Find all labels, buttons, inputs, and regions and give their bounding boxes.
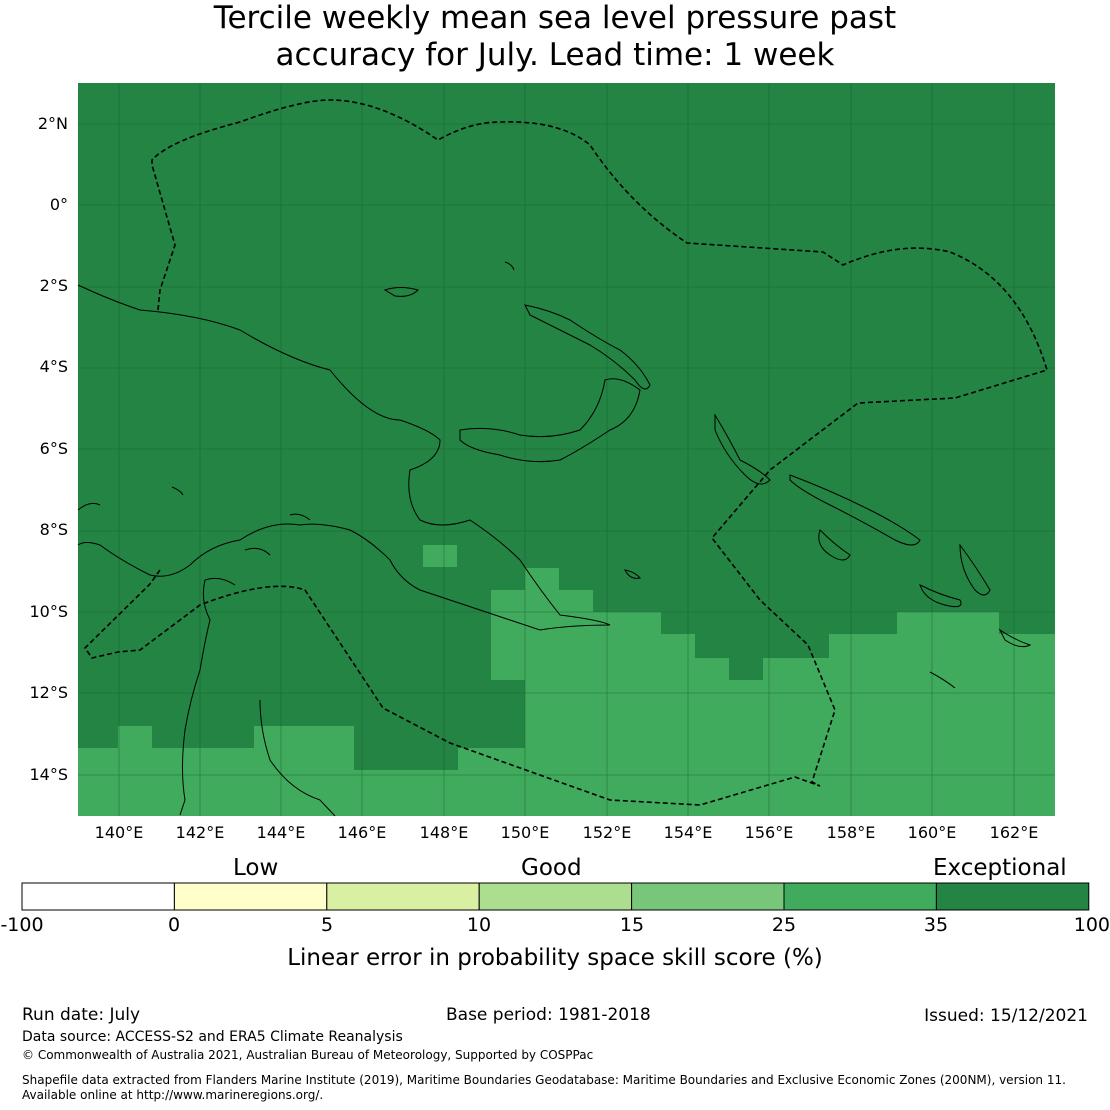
colorbar-category-exceptional: Exceptional	[933, 855, 1067, 881]
new-britain-coast	[459, 378, 641, 463]
shapefile-credit: Shapefile data extracted from Flanders M…	[22, 1073, 1066, 1087]
region-exceptional-patch-2	[152, 726, 186, 748]
colorbar-bin	[783, 882, 937, 911]
data-source: Data source: ACCESS-S2 and ERA5 Climate …	[22, 1029, 403, 1045]
lon-label: 140°E	[94, 823, 144, 842]
title-line-1: Tercile weekly mean sea level pressure p…	[213, 0, 897, 36]
title-line-2: accuracy for July. Lead time: 1 week	[275, 37, 835, 73]
solomon-islands-3	[959, 543, 991, 596]
base-period: Base period: 1981-2018	[446, 1005, 651, 1025]
colorbar-tick: 10	[466, 914, 492, 936]
colorbar-bin	[478, 882, 633, 911]
run-date: Run date: July	[22, 1005, 141, 1025]
colorbar-bin	[21, 882, 175, 911]
lon-label: 158°E	[826, 823, 876, 842]
colorbar-bin	[935, 882, 1090, 911]
colorbar-tick: -100	[0, 914, 44, 936]
lon-label: 160°E	[907, 823, 957, 842]
lon-label: 148°E	[419, 823, 469, 842]
lat-label: 12°S	[29, 683, 68, 702]
colorbar-bin	[326, 882, 480, 911]
solomon-islands-2	[818, 529, 851, 561]
region-25-35-patch	[423, 545, 457, 567]
region-25-35	[78, 568, 1055, 816]
bougainville-coast	[714, 413, 771, 485]
new-guinea-coast	[77, 284, 611, 631]
map-area	[21, 83, 1090, 911]
colorbar-tick: 25	[771, 914, 797, 936]
new-ireland-coast	[524, 304, 651, 390]
copyright: © Commonwealth of Australia 2021, Austra…	[22, 1048, 594, 1062]
solomon-islands-1	[789, 474, 921, 546]
region-exceptional-patch	[220, 726, 254, 748]
lat-label: 10°S	[29, 602, 68, 621]
colorbar-tick: 15	[619, 914, 645, 936]
lon-label: 142°E	[175, 823, 225, 842]
lon-label: 146°E	[337, 823, 387, 842]
lon-label: 162°E	[989, 823, 1039, 842]
cape-york-coast	[179, 579, 336, 817]
colorbar-tick: 100	[1073, 914, 1110, 936]
colorbar-bin	[631, 882, 785, 911]
colorbar-tick: 5	[320, 914, 334, 936]
lat-label: 8°S	[39, 520, 68, 539]
solomon-islands-4	[919, 584, 962, 608]
lat-label: 4°S	[39, 357, 68, 376]
colorbar-tick: 35	[923, 914, 949, 936]
lat-label: 2°S	[39, 276, 68, 295]
lat-label: 6°S	[39, 439, 68, 458]
colorbar-bar	[21, 882, 1090, 911]
coastlines	[77, 261, 1032, 817]
lon-label: 152°E	[582, 823, 632, 842]
solomon-islands-5	[998, 628, 1032, 648]
colorbar-tick: 0	[167, 914, 181, 936]
lon-label: 156°E	[744, 823, 794, 842]
shapefile-url: Available online at http://www.marinereg…	[22, 1088, 324, 1102]
colorbar-bin	[173, 882, 328, 911]
eez-boundary	[83, 99, 1048, 806]
lon-label: 144°E	[256, 823, 306, 842]
lon-label: 154°E	[663, 823, 713, 842]
lat-label: 2°N	[37, 114, 68, 133]
colorbar-category-low: Low	[233, 855, 279, 881]
lat-label: 14°S	[29, 765, 68, 784]
lon-label: 150°E	[500, 823, 550, 842]
graticule	[78, 83, 1055, 816]
lat-label: 0°	[49, 195, 68, 214]
colorbar-title: Linear error in probability space skill …	[287, 945, 823, 971]
colorbar-category-good: Good	[521, 855, 582, 881]
issued-date: Issued: 15/12/2021	[924, 1006, 1088, 1026]
